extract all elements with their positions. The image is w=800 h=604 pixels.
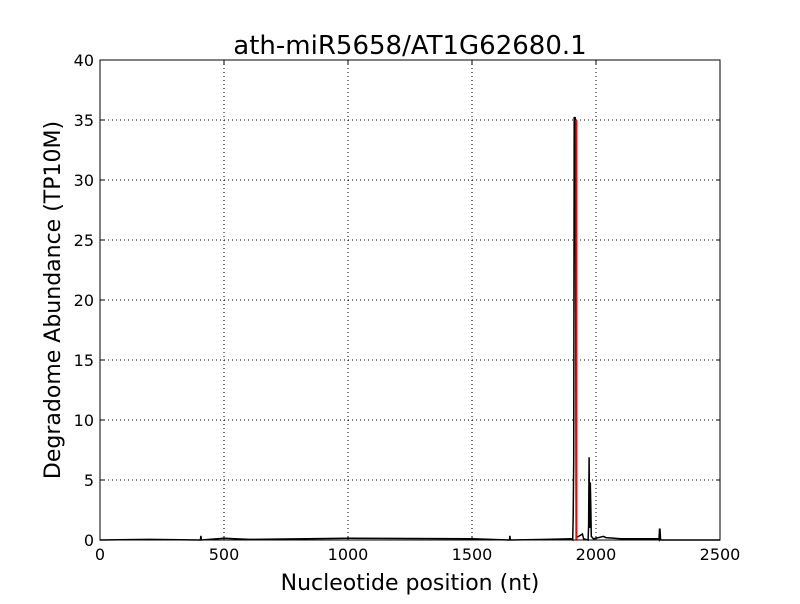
plot-frame — [99, 59, 721, 541]
y-tick-label: 10 — [74, 411, 94, 430]
chart-title: ath-miR5658/AT1G62680.1 — [233, 31, 586, 61]
y-tick-label: 20 — [74, 291, 94, 310]
y-tick-label: 25 — [74, 231, 94, 250]
y-tick-label: 0 — [84, 531, 94, 550]
y-tick-label: 35 — [74, 111, 94, 130]
y-axis-label: Degradome Abundance (TP10M) — [41, 121, 66, 479]
y-tick-label: 30 — [74, 171, 94, 190]
x-axis-label: Nucleotide position (nt) — [281, 571, 540, 596]
x-tick-label: 2000 — [576, 545, 617, 564]
y-tick-label: 5 — [84, 471, 94, 490]
degradome-series-line — [99, 116, 720, 542]
y-tick-label: 15 — [74, 351, 94, 370]
x-tick-label: 2500 — [700, 545, 741, 564]
y-tick-label: 40 — [74, 51, 94, 70]
x-tick-label: 1500 — [452, 545, 493, 564]
x-tick-label: 0 — [95, 545, 105, 564]
x-tick-label: 1000 — [328, 545, 369, 564]
x-tick-label: 500 — [209, 545, 240, 564]
